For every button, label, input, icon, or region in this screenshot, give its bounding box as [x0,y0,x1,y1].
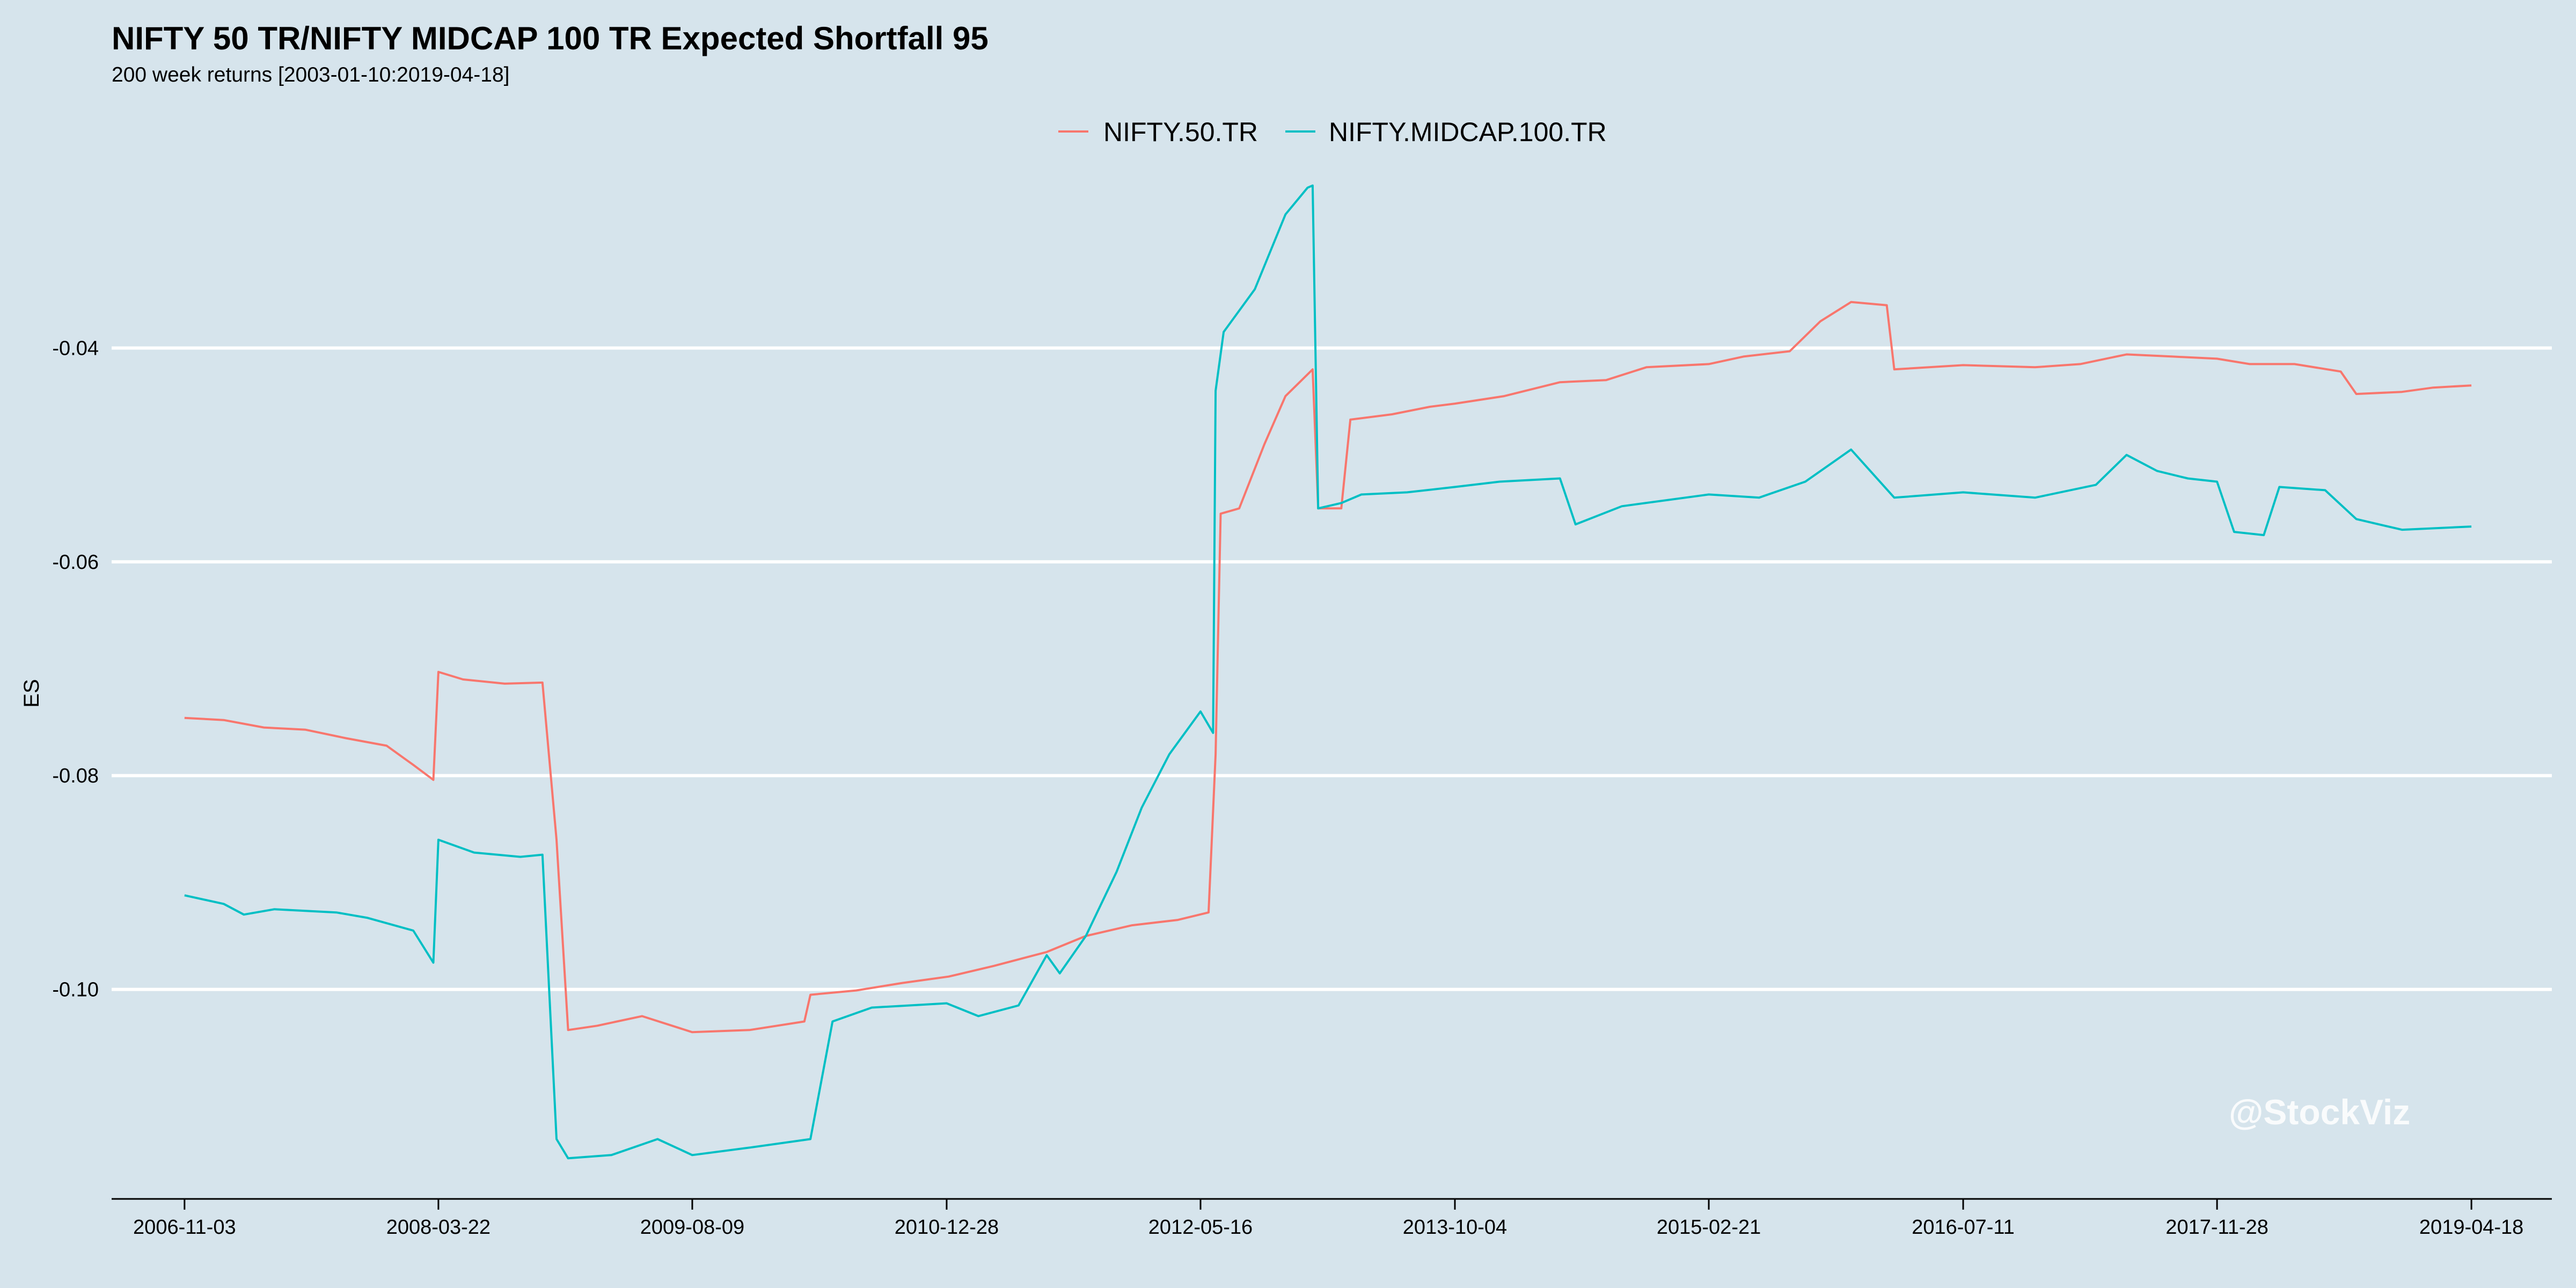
x-tick-label: 2015-02-21 [1657,1216,1761,1239]
series-line-midcap [184,184,2472,1160]
y-tick-label: -0.10 [52,979,99,1001]
x-tick-label: 2012-05-16 [1148,1216,1253,1239]
x-tick-label: 2016-07-11 [1912,1216,2015,1239]
legend-label-nifty50: NIFTY.50.TR [1103,117,1258,147]
x-tick-label: 2013-10-04 [1403,1216,1507,1239]
watermark: @StockViz [2229,1092,2410,1132]
y-gridlines [112,346,2552,991]
y-tick-label: -0.08 [52,765,99,787]
chart-subtitle: 200 week returns [2003-01-10:2019-04-18] [112,63,510,86]
legend: NIFTY.50.TR NIFTY.MIDCAP.100.TR [1058,117,1607,147]
series-layer [184,184,2472,1160]
x-tick-label: 2006-11-03 [133,1216,236,1239]
x-tick-label: 2010-12-28 [895,1216,999,1239]
x-tick-label: 2017-11-28 [2165,1216,2268,1239]
x-axis: 2006-11-03 2008-03-22 2009-08-09 2010-12-28… [112,1198,2552,1239]
y-axis-ticks: -0.10 -0.08 -0.06 -0.04 [52,337,99,1001]
x-tick-label: 2008-03-22 [386,1216,491,1239]
y-axis-title: ES [20,679,43,707]
legend-label-midcap: NIFTY.MIDCAP.100.TR [1329,117,1607,147]
y-tick-label: -0.06 [52,551,99,574]
series-line-nifty50 [184,301,2472,1034]
y-tick-label: -0.04 [52,337,99,360]
x-tick-label: 2019-04-18 [2419,1216,2523,1239]
x-tick-label: 2009-08-09 [640,1216,744,1239]
chart-title: NIFTY 50 TR/NIFTY MIDCAP 100 TR Expected… [112,20,989,56]
